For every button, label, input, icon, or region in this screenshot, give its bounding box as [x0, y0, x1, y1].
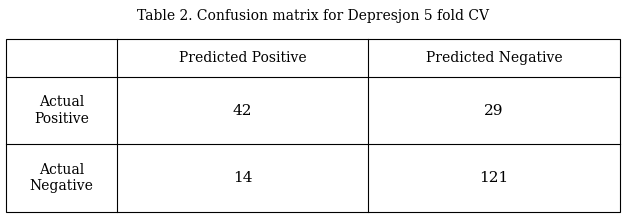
Text: 14: 14: [233, 171, 252, 185]
Text: Table 2. Confusion matrix for Depresjon 5 fold CV: Table 2. Confusion matrix for Depresjon …: [137, 9, 489, 23]
Text: Actual
Positive: Actual Positive: [34, 95, 89, 126]
Text: 29: 29: [485, 104, 504, 118]
Text: Actual
Negative: Actual Negative: [29, 163, 93, 193]
Text: 42: 42: [233, 104, 252, 118]
Text: 121: 121: [480, 171, 508, 185]
Text: Predicted Negative: Predicted Negative: [426, 51, 562, 65]
Text: Predicted Positive: Predicted Positive: [178, 51, 306, 65]
Bar: [6, 39, 620, 212]
